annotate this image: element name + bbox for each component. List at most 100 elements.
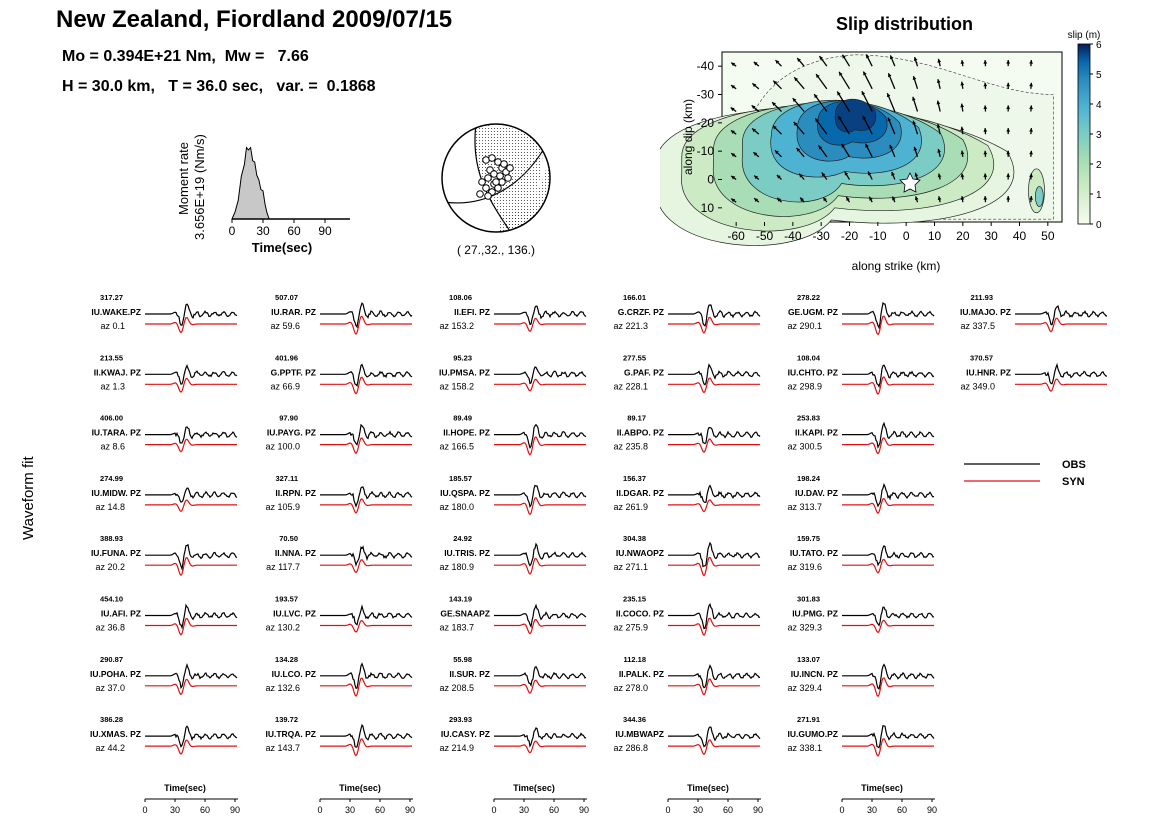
waveform-panel: 159.75 IU.TATO. PZ az 319.6 (787, 534, 935, 574)
obs-trace (320, 662, 413, 689)
station-azimuth: az 180.9 (439, 562, 474, 572)
station-azimuth: az 153.2 (439, 321, 474, 331)
slip-vector-head (731, 85, 736, 89)
slip-ytick: 10 (701, 201, 715, 215)
slip-distribution-map: -60 -50 -40 -30 -20 -10 0 10 20 30 40 50 -40-30-20-… (660, 30, 1102, 273)
waveform-panel: 253.83 II.KAPI. PZ az 300.5 (787, 414, 935, 455)
waveform-panel: 293.93 IU.CASY. PZ az 214.9 (439, 715, 587, 754)
slip-vector-head (914, 196, 919, 201)
slip-vector-head (866, 54, 870, 59)
syn-trace (145, 739, 237, 755)
time-axis-tick: 90 (230, 805, 240, 815)
slip-vector-head (796, 147, 801, 152)
station-name: IU.XMAS. PZ (90, 729, 141, 739)
slip-vector-head (869, 196, 873, 201)
obs-trace (668, 664, 761, 689)
slip-xtick: -30 (812, 229, 830, 243)
slip-xtick: 50 (1041, 229, 1055, 243)
slip-vector-head (792, 98, 797, 103)
slip-ylabel: along dip (km) (681, 99, 695, 175)
slip-vector-head (867, 171, 872, 176)
slip-vector-head (912, 96, 916, 101)
time-axis-tick: 0 (142, 805, 147, 815)
obs-trace (668, 427, 761, 445)
slip-vector-head (772, 125, 777, 130)
time-axis-tick: 30 (519, 805, 529, 815)
station-name: G.PPTF. PZ (271, 367, 316, 377)
station-name: G.PAF. PZ (624, 367, 664, 377)
station-amplitude: 97.90 (279, 414, 298, 423)
syn-trace (320, 619, 412, 633)
station-azimuth: az 1.3 (100, 381, 125, 391)
obs-trace (494, 727, 587, 748)
syn-trace (842, 315, 934, 336)
syn-trace (1015, 378, 1107, 392)
station-marker (478, 178, 486, 186)
waveform-panel: 112.18 II.PALK. PZ az 278.0 (613, 655, 761, 696)
obs-trace (145, 725, 238, 748)
slip-vector-head (793, 121, 798, 126)
legend-syn: SYN (1062, 476, 1085, 488)
stf-tick-60: 60 (287, 224, 301, 238)
station-amplitude: 108.04 (797, 353, 821, 362)
station-amplitude: 112.18 (623, 655, 646, 664)
station-name: IU.TRQA. PZ (265, 729, 316, 739)
slip-ytick: -10 (697, 144, 715, 158)
time-axis-label: Time(sec) (164, 783, 206, 793)
station-amplitude: 274.99 (100, 474, 123, 483)
station-amplitude: 278.22 (797, 293, 820, 302)
colorbar-title: slip (m) (1068, 30, 1101, 41)
waveform-panel: 89.17 II.ABPO. PZ az 235.8 (613, 414, 761, 453)
syn-trace (320, 315, 412, 336)
moment-rate-curve (231, 146, 270, 220)
time-axis-tick: 90 (927, 805, 937, 815)
legend-obs: OBS (1062, 459, 1086, 471)
station-name: II.NNA. PZ (275, 548, 316, 558)
time-axis: Time(sec) 0 30 60 90 (839, 783, 937, 815)
waveform-panel: 134.28 IU.LCO. PZ az 132.6 (265, 655, 413, 697)
obs-trace (1015, 304, 1108, 326)
station-azimuth: az 20.2 (95, 562, 125, 572)
slip-vector-head (752, 83, 757, 88)
station-name: II.KWAJ. PZ (94, 367, 141, 377)
station-amplitude: 235.15 (623, 595, 646, 604)
moment-rate-plot: Moment rate 3.656E+19 (Nm/s) 0 30 60 90 … (176, 134, 350, 255)
slip-vector-head (983, 173, 988, 178)
station-name: IU.CASY. PZ (441, 729, 490, 739)
waveform-panel: 386.28 IU.XMAS. PZ az 44.2 (90, 715, 238, 755)
station-azimuth: az 0.1 (100, 321, 125, 331)
time-axis-tick: 60 (897, 805, 907, 815)
obs-trace (668, 541, 761, 568)
station-azimuth: az 214.9 (439, 743, 474, 753)
station-azimuth: az 166.5 (439, 442, 474, 452)
mechanism-label: ( 27.,32., 136.) (457, 243, 535, 257)
colorbar (1077, 43, 1091, 225)
slip-vectors (730, 54, 1033, 203)
obs-trace (320, 486, 413, 508)
slip-vector-head (1029, 60, 1033, 64)
waveform-panel: 139.72 IU.TRQA. PZ az 143.7 (265, 715, 413, 757)
obs-trace (145, 663, 238, 690)
slip-vector-head (1006, 196, 1011, 200)
syn-trace (320, 437, 412, 455)
syn-trace (668, 556, 760, 577)
time-axis: Time(sec) 0 30 60 90 (665, 783, 763, 815)
station-name: IU.PMSA. PZ (439, 367, 490, 377)
obs-trace (842, 606, 935, 627)
syn-trace (320, 559, 412, 574)
waveform-panel: 401.96 G.PPTF. PZ az 66.9 (270, 353, 413, 395)
waveform-panel: 454.10 IU.AFI. PZ az 36.8 (95, 595, 238, 636)
slip-vector-head (960, 81, 965, 86)
slip-y-ticks: -40 -30 -20 -10 0 10 (697, 59, 722, 215)
colorbar-ticks: 0 1 2 3 4 5 6 (1090, 40, 1102, 231)
station-azimuth: az 180.0 (439, 502, 474, 512)
time-axis-tick: 60 (549, 805, 559, 815)
obs-trace (842, 301, 935, 330)
slip-xtick: 0 (903, 229, 910, 243)
slip-vector-head (912, 76, 917, 81)
obs-trace (145, 426, 238, 444)
station-azimuth: az 100.0 (265, 442, 300, 452)
slip-xtick: 30 (984, 229, 998, 243)
station-azimuth: az 117.7 (266, 562, 300, 572)
slip-vector-head (731, 153, 736, 157)
